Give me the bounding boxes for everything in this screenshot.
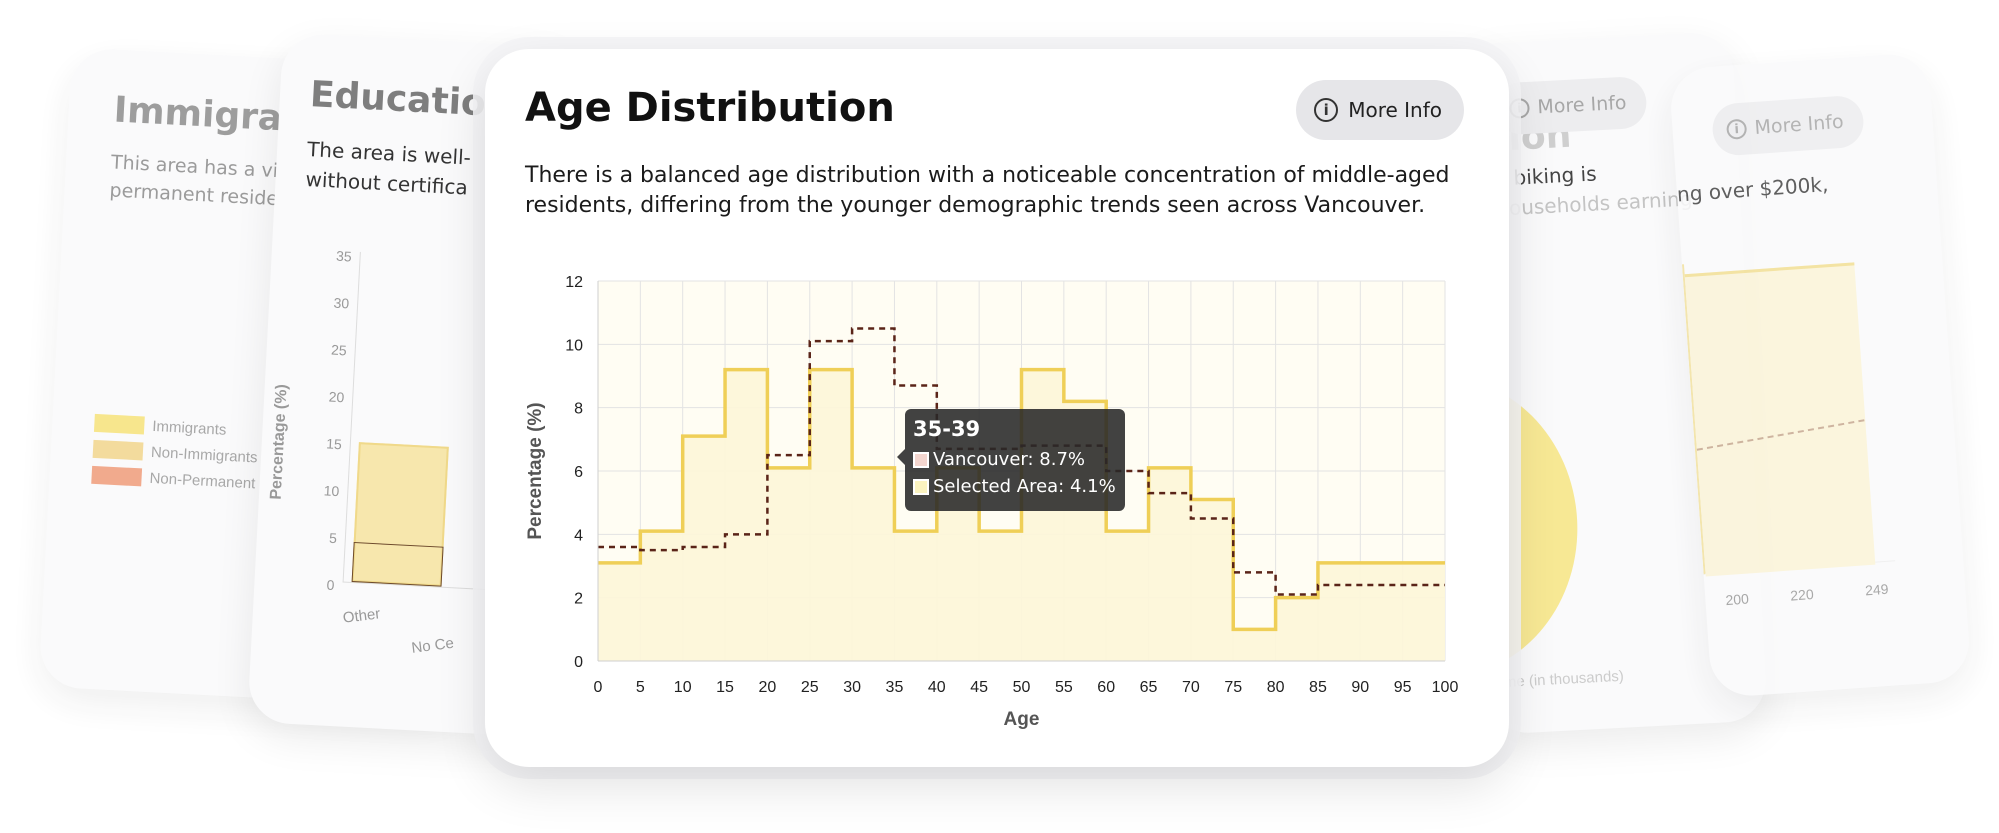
more-info-label: More Info: [1348, 98, 1442, 122]
x-tick-label: 40: [928, 679, 946, 696]
card-description: There is a balanced age distribution wit…: [525, 163, 1450, 218]
mini-bar-outline: [351, 542, 444, 587]
x-tick-label: 70: [1182, 679, 1200, 696]
x-axis-label: ome (in thousands): [1495, 667, 1625, 692]
y-tick: 20: [328, 388, 345, 406]
x-tick-label: 55: [1055, 679, 1073, 696]
x-tick-label: 100: [1432, 679, 1459, 696]
more-info-button[interactable]: i More Info: [1710, 94, 1866, 157]
background-card-income: i More Info ng over $200k, 200 220 249: [1668, 51, 1972, 699]
tooltip-row-vancouver: Vancouver: 8.7%: [913, 449, 1117, 470]
more-info-button[interactable]: i More Info: [1296, 80, 1464, 140]
x-tick: No Ce: [410, 634, 455, 657]
x-tick-label: 30: [843, 679, 861, 696]
x-tick-label: 5: [636, 679, 645, 696]
mini-plot-area: [1681, 250, 1896, 577]
y-axis-label: Percentage (%): [267, 383, 291, 501]
x-tick: 249: [1864, 580, 1889, 599]
info-icon: i: [1508, 97, 1531, 119]
legend-label: Non-Immigrants: [150, 443, 258, 466]
y-tick-label: 12: [565, 274, 583, 291]
tooltip-title: 35-39: [913, 417, 981, 441]
x-tick-label: 10: [674, 679, 692, 696]
x-axis-label: Age: [1004, 709, 1040, 730]
age-distribution-chart: 0 5 10 15 20 25 30 35 40 45 50 55 60 65 70 75 80 85 90 95 10…: [525, 274, 1459, 730]
y-tick: 35: [335, 247, 353, 265]
tooltip-swatch: [913, 478, 929, 495]
x-tick-label: 50: [1013, 679, 1031, 696]
card-title: Age Distribution: [525, 85, 895, 131]
x-tick-label: 25: [801, 679, 819, 696]
y-tick-label: 6: [574, 464, 583, 481]
series-line-selected-area: [598, 367, 1445, 632]
legend-swatch: [93, 413, 145, 435]
y-tick-label: 10: [565, 337, 583, 354]
x-tick-label: 95: [1394, 679, 1412, 696]
x-tick: 220: [1789, 585, 1815, 604]
legend-label: Immigrants: [151, 417, 227, 439]
x-tick-label: 65: [1140, 679, 1158, 696]
x-tick-label: 20: [759, 679, 777, 696]
y-axis-label: Percentage (%): [525, 402, 546, 539]
x-tick-label: 80: [1267, 679, 1285, 696]
more-info-label: More Info: [1753, 110, 1845, 139]
y-tick-label: 4: [574, 527, 583, 544]
info-icon: i: [1725, 118, 1748, 140]
card-text-line: ng over $200k,: [1676, 171, 1830, 207]
age-distribution-card: Age Distribution i More Info There is a …: [485, 49, 1509, 767]
x-tick-label: 60: [1097, 679, 1115, 696]
x-tick-label: 85: [1309, 679, 1327, 696]
x-tick-label: 90: [1351, 679, 1369, 696]
y-tick: 30: [333, 294, 350, 312]
y-tick-label: 8: [574, 401, 583, 418]
tooltip-label: Selected Area: 4.1%: [933, 476, 1116, 497]
tooltip-row-selected-area: Selected Area: 4.1%: [913, 476, 1117, 497]
tooltip-label: Vancouver: 8.7%: [933, 449, 1085, 470]
series-line-vancouver: [598, 327, 1445, 596]
y-tick-label: 2: [574, 591, 583, 608]
y-tick: 15: [325, 435, 343, 453]
x-tick: 200: [1724, 590, 1750, 609]
y-tick: 10: [323, 482, 340, 500]
y-ticks: 35 30 25 20 15 10 5 0: [323, 247, 353, 593]
mini-area: [1684, 262, 1876, 577]
x-tick-label: 0: [594, 679, 603, 696]
x-tick-label: 45: [970, 679, 988, 696]
x-tick-label: 15: [716, 679, 734, 696]
info-icon: i: [1314, 98, 1339, 122]
legend-swatch: [92, 439, 144, 461]
y-tick: 25: [330, 341, 348, 359]
x-tick-label: 35: [886, 679, 904, 696]
x-tick: Other: [341, 605, 382, 627]
more-info-button[interactable]: i More Info: [1494, 75, 1648, 136]
y-tick-label: 0: [574, 654, 583, 671]
chart-tooltip: 35-39 Vancouver: 8.7% Selected Area: 4.1…: [897, 409, 1125, 511]
tooltip-swatch: [913, 451, 929, 468]
more-info-label: More Info: [1536, 91, 1628, 119]
x-tick-label: 75: [1224, 679, 1242, 696]
legend-swatch: [91, 465, 143, 487]
